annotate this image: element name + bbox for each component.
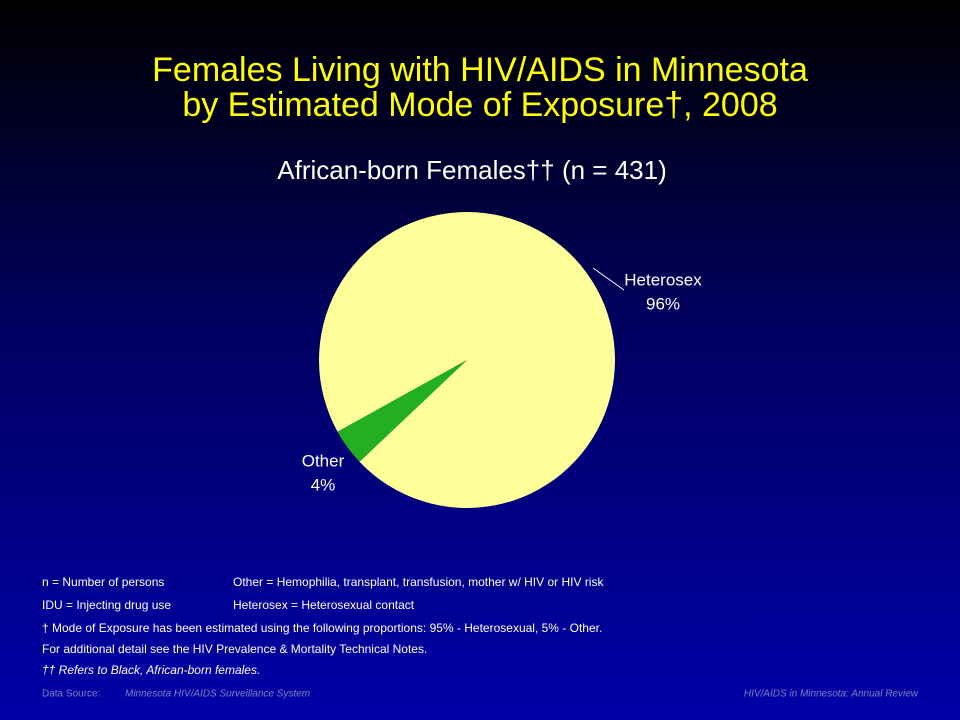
subtitle: African-born Females†† (n = 431) [277, 155, 666, 185]
slice-label: Other [302, 451, 345, 470]
note: † Mode of Exposure has been estimated us… [42, 621, 602, 635]
slice-label: Heterosex [624, 270, 702, 289]
note: n = Number of persons [42, 575, 164, 589]
pie [319, 211, 616, 508]
title-line: by Estimated Mode of Exposure†, 2008 [182, 86, 777, 124]
pie-slice [319, 211, 616, 508]
note: For additional detail see the HIV Preval… [42, 642, 427, 656]
value-label: 96% [646, 294, 680, 313]
note: †† Refers to Black, African-born females… [42, 663, 260, 677]
note: Other = Hemophilia, transplant, transfus… [233, 575, 604, 589]
note: Heterosex = Heterosexual contact [233, 598, 415, 612]
footer-source: Minnesota HIV/AIDS Surveillance System [125, 689, 310, 700]
footer-right: HIV/AIDS in Minnesota: Annual Review [744, 689, 919, 700]
leader-line [592, 267, 625, 291]
title-line: Females Living with HIV/AIDS in Minnesot… [152, 51, 808, 89]
footer-source-label: Data Source: [42, 689, 100, 700]
note: IDU = Injecting drug use [42, 598, 171, 612]
value-label: 4% [311, 475, 336, 494]
pie-slice [337, 360, 467, 462]
